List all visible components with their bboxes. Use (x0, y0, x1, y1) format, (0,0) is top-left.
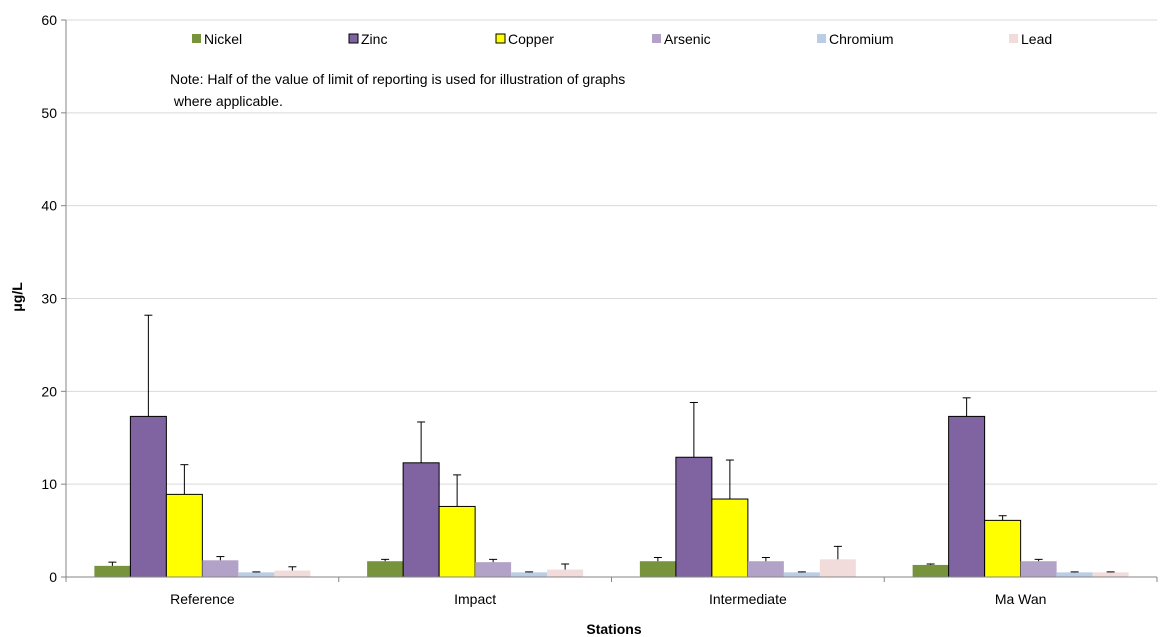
legend-swatch-nickel (192, 34, 201, 43)
legend-swatch-lead (1009, 34, 1018, 43)
bar-arsenic (202, 560, 238, 577)
bar-arsenic (748, 561, 784, 577)
chart-note-line-2: where applicable. (170, 93, 283, 109)
bar-chromium (1057, 572, 1093, 577)
legend-label-zinc: Zinc (361, 31, 387, 47)
legend-label-copper: Copper (508, 31, 554, 47)
bar-arsenic (475, 562, 511, 577)
y-tick-label: 50 (41, 105, 57, 121)
bar-lead (547, 570, 583, 577)
bar-nickel (367, 561, 403, 577)
legend: Nickel Zinc Copper Arsenic Chromium Lead (192, 31, 1052, 47)
y-tick-label: 10 (41, 476, 57, 492)
y-tick-label: 0 (49, 569, 57, 585)
bar-copper (439, 506, 475, 577)
bar-zinc (403, 463, 439, 577)
bar-zinc (676, 457, 712, 577)
legend-label-chromium: Chromium (829, 31, 894, 47)
x-axis-categories: Reference Impact Intermediate Ma Wan (170, 591, 1046, 607)
bar-copper (985, 520, 1021, 577)
y-tick-label: 20 (41, 383, 57, 399)
y-axis-ticks: 0 10 20 30 40 50 60 (41, 12, 66, 585)
bar-copper (166, 494, 202, 577)
bar-lead (274, 571, 310, 577)
bar-nickel (913, 565, 949, 577)
bar-arsenic (1021, 561, 1057, 577)
y-tick-label: 60 (41, 12, 57, 28)
x-category-label: Reference (170, 591, 235, 607)
bar-lead (820, 559, 856, 577)
bar-chromium (784, 572, 820, 577)
y-tick-label: 30 (41, 291, 57, 307)
bar-zinc (949, 416, 985, 577)
chart-note-line-1: Note: Half of the value of limit of repo… (170, 71, 625, 87)
x-axis-title: Stations (586, 621, 641, 637)
bar-nickel (640, 561, 676, 577)
bar-nickel (94, 566, 130, 577)
x-category-label: Ma Wan (995, 591, 1047, 607)
x-category-label: Impact (454, 591, 496, 607)
bar-zinc (130, 416, 166, 577)
y-axis-title: μg/L (9, 282, 25, 312)
bar-lead (1093, 572, 1129, 577)
legend-label-nickel: Nickel (204, 31, 242, 47)
legend-label-arsenic: Arsenic (664, 31, 711, 47)
legend-swatch-arsenic (652, 34, 661, 43)
bar-copper (712, 499, 748, 577)
legend-swatch-copper (496, 34, 505, 43)
bars (94, 315, 1128, 577)
bar-chromium (238, 572, 274, 577)
y-tick-label: 40 (41, 198, 57, 214)
legend-swatch-zinc (349, 34, 358, 43)
legend-swatch-chromium (817, 34, 826, 43)
bar-chromium (511, 572, 547, 577)
legend-label-lead: Lead (1021, 31, 1052, 47)
x-category-label: Intermediate (709, 591, 787, 607)
gridlines (66, 20, 1157, 484)
